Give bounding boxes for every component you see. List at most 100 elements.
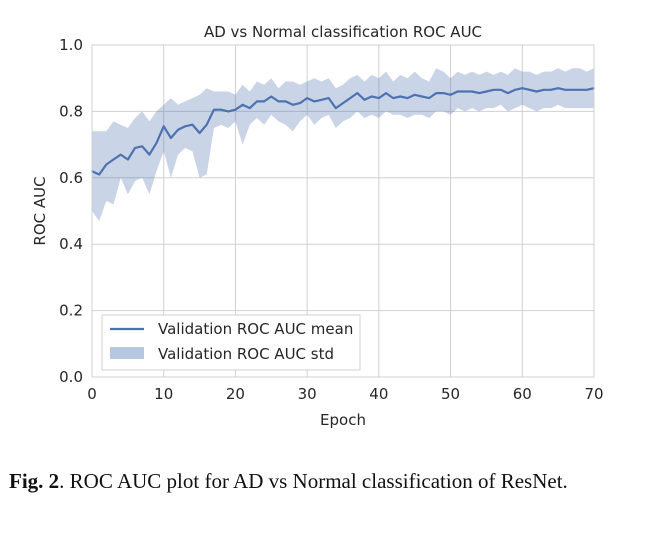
mean-point [263, 100, 265, 103]
mean-point [299, 102, 301, 104]
mean-point [514, 88, 516, 91]
mean-point [585, 88, 588, 91]
mean-point [406, 97, 409, 99]
x-tick-label: 0 [87, 385, 97, 403]
legend-mean-label: Validation ROC AUC mean [158, 320, 353, 338]
mean-point [571, 88, 574, 91]
x-tick-labels: 0 10 20 30 40 50 60 70 [87, 385, 603, 403]
y-tick-labels: 0.0 0.2 0.4 0.6 0.8 1.0 [59, 36, 83, 386]
legend-std-swatch [110, 347, 144, 359]
mean-point [148, 153, 151, 156]
mean-point [213, 108, 215, 111]
mean-point [184, 125, 187, 128]
mean-point [542, 88, 545, 91]
mean-point [399, 95, 402, 98]
mean-point [234, 108, 237, 111]
mean-point [313, 100, 316, 103]
mean-point [442, 92, 445, 94]
x-tick-label: 40 [369, 385, 388, 403]
mean-point [320, 98, 323, 101]
mean-point [564, 88, 567, 91]
mean-point [492, 88, 495, 91]
mean-point [205, 123, 208, 126]
mean-point [378, 97, 380, 99]
mean-point [119, 153, 122, 156]
mean-point [327, 97, 330, 99]
mean-point [112, 158, 115, 161]
legend-box [101, 314, 361, 371]
mean-point [248, 107, 251, 109]
mean-point [370, 95, 373, 98]
mean-point [141, 145, 144, 148]
mean-point [363, 98, 366, 101]
y-tick-label: 0.2 [59, 302, 83, 320]
mean-point [478, 92, 481, 94]
legend: Validation ROC AUC mean Validation ROC A… [101, 314, 361, 371]
caption-label: Fig. 2 [9, 469, 60, 493]
caption-text: . ROC AUC plot for AD vs Normal classifi… [59, 469, 568, 493]
mean-point [385, 92, 387, 94]
y-tick-label: 0.4 [59, 235, 83, 253]
mean-point [428, 97, 430, 99]
mean-point [535, 90, 538, 93]
y-tick-label: 0.8 [59, 102, 83, 120]
x-tick-label: 50 [441, 385, 460, 403]
mean-point [485, 90, 488, 93]
mean-point [334, 107, 337, 109]
mean-point [435, 92, 438, 94]
chart-title: AD vs Normal classification ROC AUC [204, 23, 482, 41]
x-tick-label: 30 [298, 385, 317, 403]
x-tick-label: 20 [226, 385, 245, 403]
x-axis-label: Epoch [320, 411, 366, 429]
mean-points [91, 87, 595, 176]
mean-point [464, 90, 466, 93]
mean-point [134, 147, 136, 149]
mean-point [162, 125, 165, 128]
mean-point [105, 163, 108, 166]
mean-point [191, 123, 194, 126]
mean-point [284, 100, 287, 103]
mean-point [256, 100, 258, 103]
mean-point [98, 173, 101, 176]
mean-point [528, 88, 531, 91]
mean-point [342, 102, 344, 104]
mean-point [557, 87, 559, 90]
mean-point [449, 93, 452, 96]
mean-point [413, 93, 416, 96]
mean-point [177, 128, 180, 131]
mean-point [356, 92, 359, 94]
mean-point [155, 142, 158, 144]
roc-auc-chart: 0 10 20 30 40 50 60 70 0.0 0.2 0.4 0.6 0.8 1.0 AD vs… [31, 23, 604, 429]
plot-frame [91, 44, 595, 378]
mean-point [349, 97, 352, 99]
std-band [92, 68, 594, 221]
mean-point [306, 97, 308, 99]
x-tick-label: 60 [513, 385, 532, 403]
mean-point [550, 88, 552, 91]
y-axis-label: ROC AUC [31, 176, 49, 245]
mean-point [421, 95, 423, 98]
mean-point [220, 108, 223, 111]
mean-point [277, 100, 280, 103]
mean-point [170, 137, 172, 139]
mean-point [507, 92, 509, 94]
mean-point [578, 88, 581, 91]
mean-point [499, 88, 502, 91]
figure-caption: Fig. 2. ROC AUC plot for AD vs Normal cl… [9, 468, 665, 495]
x-tick-label: 10 [154, 385, 173, 403]
mean-point [227, 110, 230, 113]
mean-point [270, 95, 273, 98]
mean-point [521, 87, 524, 90]
mean-point [291, 103, 294, 106]
mean-point [241, 103, 244, 106]
mean-point [198, 132, 201, 134]
mean-point [471, 90, 473, 93]
y-tick-label: 0.0 [59, 368, 83, 386]
mean-point [127, 158, 129, 161]
x-tick-label: 70 [584, 385, 603, 403]
legend-std-label: Validation ROC AUC std [158, 345, 334, 363]
y-tick-label: 0.6 [59, 169, 83, 187]
mean-point [392, 97, 395, 99]
mean-point [456, 90, 459, 93]
y-tick-label: 1.0 [59, 36, 83, 54]
